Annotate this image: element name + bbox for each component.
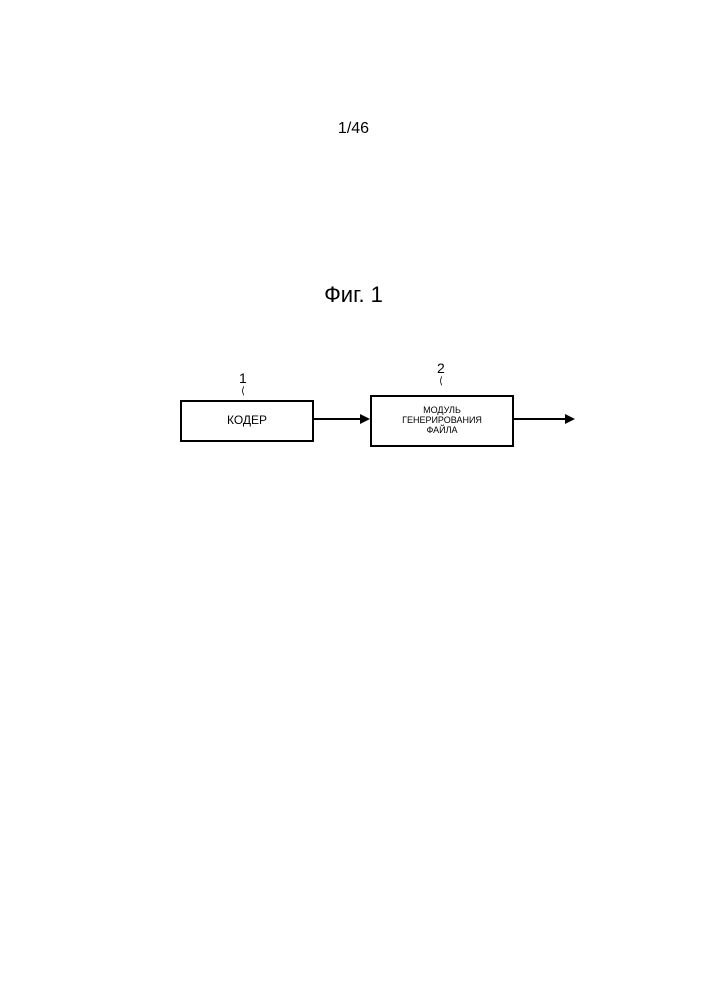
encoder-box: КОДЕР: [180, 400, 314, 442]
ref-number-encoder: 1: [239, 370, 247, 386]
arrow-head-2: [565, 414, 575, 424]
encoder-label: КОДЕР: [227, 414, 267, 427]
page-number: 1/46: [338, 120, 369, 138]
filegen-label: МОДУЛЬ ГЕНЕРИРОВАНИЯ ФАЙЛА: [402, 406, 482, 436]
filegen-box: МОДУЛЬ ГЕНЕРИРОВАНИЯ ФАЙЛА: [370, 395, 514, 447]
arrow-filegen-to-output: [512, 418, 567, 420]
arrow-head-1: [360, 414, 370, 424]
ref-number-filegen: 2: [437, 360, 445, 376]
figure-title: Фиг. 1: [324, 282, 383, 308]
diagram: 1 ⟨ КОДЕР 2 ⟨ МОДУЛЬ ГЕНЕРИРОВАНИЯ ФАЙЛА: [0, 350, 707, 470]
ref-hook-encoder: ⟨: [241, 386, 245, 397]
ref-hook-filegen: ⟨: [439, 376, 443, 387]
arrow-encoder-to-filegen: [312, 418, 362, 420]
